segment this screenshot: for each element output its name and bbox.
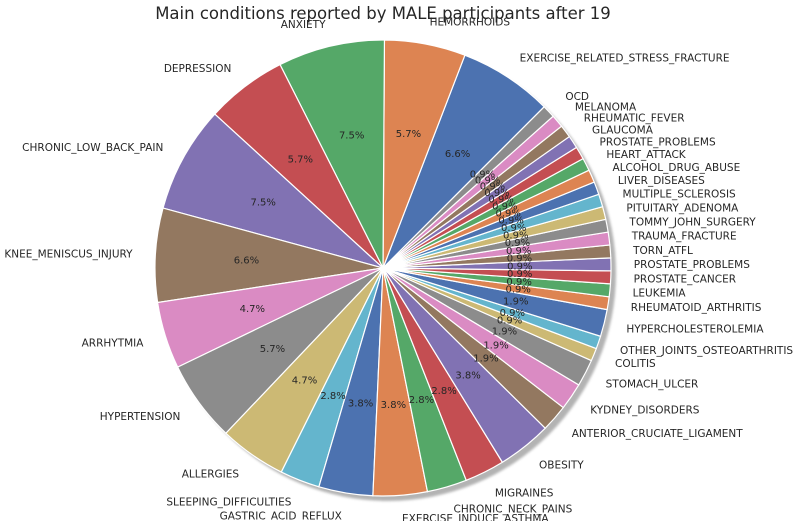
pie-slice-label: TORN_ATFL xyxy=(632,245,693,257)
pie-slice-label: HEMORRHOIDS xyxy=(430,17,511,29)
pie-slice-label: PROSTATE_PROBLEMS xyxy=(600,136,716,148)
pie-slice-label: KNEE_MENISCUS_INJURY xyxy=(4,249,133,261)
pie-percent-label: 5.7% xyxy=(396,129,421,140)
chart-title: Main conditions reported by MALE partici… xyxy=(155,4,611,23)
pie-slice-label: CHRONIC_NECK_PAINS xyxy=(454,504,573,516)
pie-percent-label: 5.7% xyxy=(288,155,313,166)
pie-slice-label: ARRHYTMIA xyxy=(82,337,145,349)
pie-slice-label: RHEUMATOID_ARTHRITIS xyxy=(631,302,762,314)
pie-percent-label: 0.9% xyxy=(507,261,532,272)
pie-slice-label: ANTERIOR_CRUCIATE_LIGAMENT xyxy=(572,428,744,440)
percentage-labels: 6.6%5.7%7.5%5.7%7.5%6.6%4.7%5.7%4.7%2.8%… xyxy=(234,129,533,411)
pie-percent-label: 1.9% xyxy=(483,341,508,352)
pie-slice-label: COLITIS xyxy=(615,358,656,370)
pie-percent-label: 2.8% xyxy=(409,395,434,406)
pie-slice-label: EXERCISE_INDUCE_ASTHMA xyxy=(402,513,549,521)
pie-slice-label: EXERCISE_RELATED_STRESS_FRACTURE xyxy=(520,53,730,65)
pie-percent-label: 7.5% xyxy=(339,130,364,141)
pie-slice-label: OBESITY xyxy=(539,459,584,471)
pie-slice-label: KYDNEY_DISORDERS xyxy=(590,404,700,416)
slice-labels: EXERCISE_RELATED_STRESS_FRACTURE HEMORRHO… xyxy=(4,17,793,521)
pie-slices xyxy=(154,39,612,497)
pie-percent-label: 0.9% xyxy=(506,246,531,257)
pie-percent-label: 0.9% xyxy=(475,175,500,186)
pie-slice-label: MIGRAINES xyxy=(495,487,554,499)
pie-percent-label: 0.9% xyxy=(507,254,532,265)
pie-percent-label: 0.9% xyxy=(484,188,509,199)
pie-slice-label: GASTRIC_ACID_REFLUX xyxy=(220,510,342,521)
pie-slice-label: TRAUMA_FRACTURE xyxy=(631,231,737,243)
pie-slice-label: HYPERTENSION xyxy=(100,411,181,423)
pie-slice-label: CHRONIC_LOW_BACK_PAIN xyxy=(22,142,163,154)
pie-slice-label: MULTIPLE_SCLEROSIS xyxy=(623,189,737,201)
pie-slice-label: TOMMY_JOHN_SURGERY xyxy=(628,216,756,228)
pie-percent-label: 0.9% xyxy=(507,269,532,280)
pie-percent-label: 0.9% xyxy=(480,181,505,192)
pie-slice-label: GLAUCOMA xyxy=(592,124,654,136)
pie-slice-label: LIVER_DISEASES xyxy=(618,175,705,187)
pie-slice-label: ALLERGIES xyxy=(182,468,240,480)
pie-slice-label: MELANOMA xyxy=(575,101,637,113)
pie-slice-label: DEPRESSION xyxy=(164,63,232,75)
pie-slice-chronic-low-back-pain xyxy=(162,113,384,269)
pie-slice-label: OTHER_JOINTS_OSTEOARTHRITIS xyxy=(620,345,793,357)
pie-slice-ocd xyxy=(382,105,554,269)
pie-slice-label: HYPERCHOLESTEROLEMIA xyxy=(626,324,764,336)
pie-percent-label: 0.9% xyxy=(470,170,495,181)
pie-slice-label: RHEUMATIC_FEVER xyxy=(584,113,685,125)
pie-slice-label: SLEEPING_DIFFICULTIES xyxy=(166,496,291,508)
pie-percent-label: 0.9% xyxy=(503,230,528,241)
pie-percent-label: 1.9% xyxy=(473,354,498,365)
pie-percent-label: 6.6% xyxy=(234,256,259,267)
pie-percent-label: 3.8% xyxy=(455,371,480,382)
pie-percent-label: 2.8% xyxy=(431,386,456,397)
pie-percent-label: 0.9% xyxy=(488,194,513,205)
pie-percent-label: 0.9% xyxy=(506,277,531,288)
pie-percent-label: 2.8% xyxy=(320,391,345,402)
pie-slice-label: PROSTATE_CANCER xyxy=(634,273,736,285)
pie-slice-label: OCD xyxy=(565,91,589,103)
pie-percent-label: 1.9% xyxy=(503,297,528,308)
pie-percent-label: 5.7% xyxy=(260,344,285,355)
pie-percent-label: 3.8% xyxy=(348,398,373,409)
pie-slice-label: PITUITARY_ADENOMA xyxy=(626,202,739,214)
pie-percent-label: 6.6% xyxy=(445,149,470,160)
pie-slice-label: ALCOHOL_DRUG_ABUSE xyxy=(613,162,741,174)
pie-percent-label: 0.9% xyxy=(495,208,520,219)
pie-percent-label: 0.9% xyxy=(497,315,522,326)
pie-percent-label: 0.9% xyxy=(498,216,523,227)
pie-percent-label: 0.9% xyxy=(505,238,530,249)
pie-percent-label: 7.5% xyxy=(250,197,275,208)
pie-slice-label: ANXIETY xyxy=(281,19,326,31)
pie-percent-label: 4.7% xyxy=(292,376,317,387)
pie-percent-label: 1.9% xyxy=(492,326,517,337)
pie-slice-label: PROSTATE_PROBLEMS xyxy=(634,259,750,271)
pie-slice-anxiety xyxy=(279,39,386,269)
pie-percent-label: 0.9% xyxy=(501,223,526,234)
pie-slice-label: HEART_ATTACK xyxy=(606,149,686,161)
pie-percent-label: 0.9% xyxy=(500,308,525,319)
pie-percent-label: 3.8% xyxy=(381,400,406,411)
pie-slice-label: LEUKEMIA xyxy=(633,288,687,300)
pie-slice-label: STOMACH_ULCER xyxy=(606,378,699,390)
pie-percent-label: 0.9% xyxy=(505,285,530,296)
pie-percent-label: 4.7% xyxy=(240,304,265,315)
pie-percent-label: 0.9% xyxy=(492,201,517,212)
